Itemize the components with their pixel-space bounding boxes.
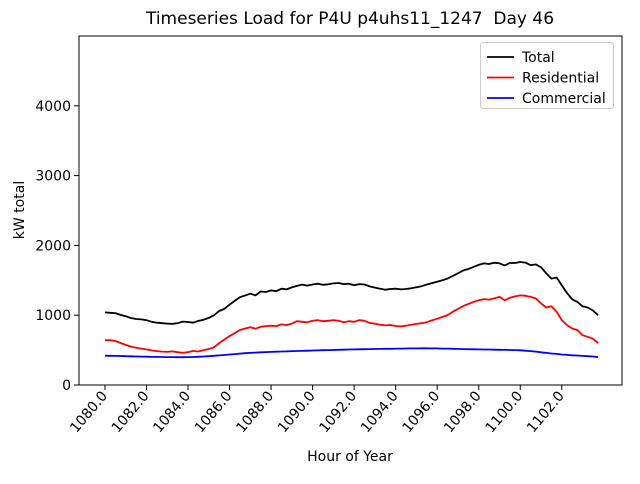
legend-total-label: Total <box>521 50 555 66</box>
x-axis-label: Hour of Year <box>307 449 393 465</box>
axes-frame <box>78 35 623 386</box>
y-tick-label: 4000 <box>35 99 71 115</box>
x-tick-label: 1094.0 <box>358 388 402 436</box>
y-tick-label: 0 <box>62 378 71 394</box>
residential-line <box>104 294 599 354</box>
data-series <box>104 261 599 359</box>
y-tick-label: 3000 <box>35 169 71 185</box>
x-tick-label: 1080.0 <box>67 388 111 436</box>
legend-commercial-label: Commercial <box>522 91 606 107</box>
x-tick-label: 1100.0 <box>483 388 527 436</box>
x-tick-label: 1102.0 <box>524 388 568 436</box>
total-line <box>104 261 599 325</box>
x-tick-label: 1088.0 <box>233 388 277 436</box>
axis-ticks: 1080.01082.01084.01086.01088.01090.01092… <box>35 99 567 436</box>
x-tick-label: 1096.0 <box>400 388 444 436</box>
legend: Total Residential Commercial <box>480 42 614 109</box>
commercial-line <box>104 347 599 359</box>
x-tick-label: 1098.0 <box>441 388 485 436</box>
chart-title: Timeseries Load for P4U p4uhs11_1247 Day… <box>145 9 554 29</box>
legend-residential-label: Residential <box>522 71 599 87</box>
x-tick-label: 1092.0 <box>316 388 360 436</box>
x-tick-label: 1086.0 <box>192 388 236 436</box>
legend-box <box>480 42 614 109</box>
y-tick-label: 1000 <box>35 308 71 324</box>
x-tick-label: 1082.0 <box>109 388 153 436</box>
y-tick-label: 2000 <box>35 238 71 254</box>
x-tick-label: 1084.0 <box>150 388 194 436</box>
y-axis-label: kW total <box>12 181 28 239</box>
x-tick-label: 1090.0 <box>275 388 319 436</box>
